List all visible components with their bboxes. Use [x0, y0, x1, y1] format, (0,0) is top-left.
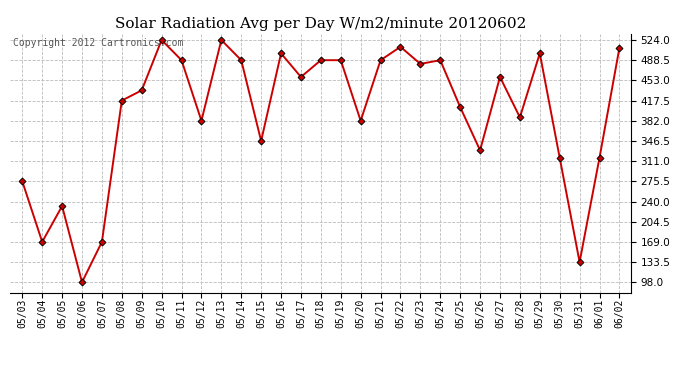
Title: Solar Radiation Avg per Day W/m2/minute 20120602: Solar Radiation Avg per Day W/m2/minute …: [115, 17, 526, 31]
Text: Copyright 2012 Cartronics.com: Copyright 2012 Cartronics.com: [14, 38, 184, 48]
